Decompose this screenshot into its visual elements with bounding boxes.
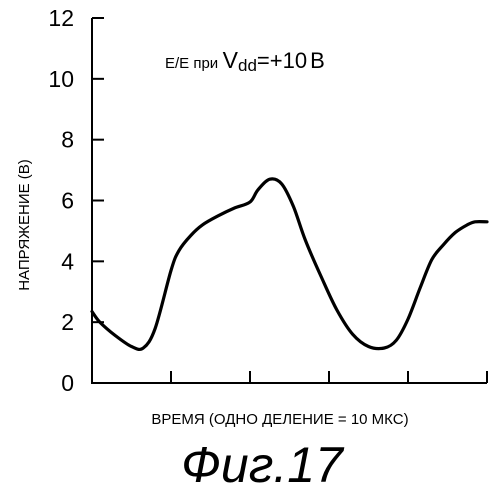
x-axis-title: ВРЕМЯ (ОДНО ДЕЛЕНИЕ = 10 МКС) (151, 411, 408, 428)
annotation-prefix: Е/Е при (165, 55, 218, 72)
annotation-subscript: dd (238, 56, 257, 75)
annotation-unit: В (310, 48, 325, 73)
annotation-v: V (223, 47, 239, 73)
y-axis-title: НАПРЯЖЕНИЕ (В) (16, 159, 33, 291)
y-tick-label: 12 (48, 5, 74, 31)
y-tick-label: 8 (61, 127, 74, 153)
y-axis-ticks: 0 2 4 6 8 10 12 (48, 5, 104, 396)
y-tick-label: 0 (61, 370, 74, 396)
annotation-label: Е/Е при Vdd=+10В (165, 47, 325, 75)
x-axis-ticks (171, 371, 487, 383)
y-tick-label: 2 (61, 309, 74, 335)
y-tick-label: 10 (48, 66, 74, 92)
voltage-curve (92, 179, 487, 350)
y-tick-label: 4 (61, 248, 74, 274)
annotation-value: =+10 (257, 48, 307, 73)
y-tick-label: 6 (61, 188, 74, 214)
figure-caption: Фиг.17 (181, 437, 345, 493)
